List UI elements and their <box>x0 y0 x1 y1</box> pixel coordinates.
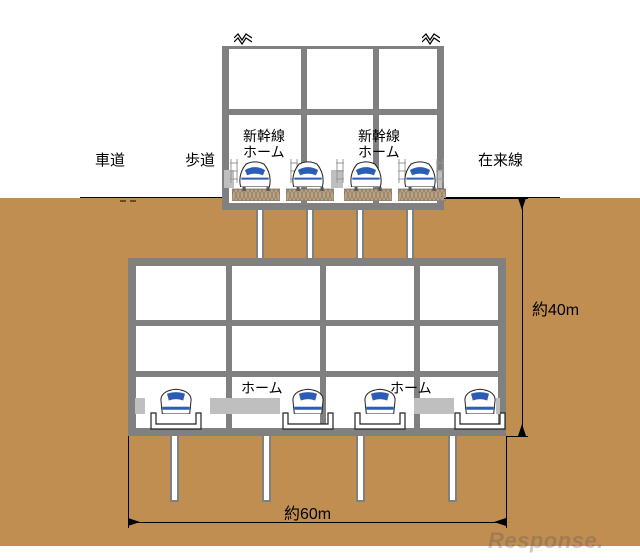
upper-pile-0 <box>256 210 264 260</box>
shinkansen-train-1 <box>290 161 326 187</box>
dim-width-ext-1 <box>506 436 507 522</box>
label-roadway: 車道 <box>95 149 125 170</box>
label-dim_w: 約60m <box>284 500 331 524</box>
maglev-train-0 <box>158 388 194 414</box>
shinkansen-train-2 <box>348 161 384 187</box>
lower-pile-1 <box>262 436 271 502</box>
lower-pile-2 <box>356 436 365 502</box>
lower-floor-1 <box>136 371 498 377</box>
maglev-platform-2 <box>414 398 454 414</box>
shinkansen-train-0 <box>237 161 273 187</box>
dim-height-line <box>522 198 523 436</box>
upper-pile-1 <box>306 210 314 260</box>
diagram-stage: 車道歩道新幹線ホーム新幹線ホーム在来線ホームホーム約60m約40mRespons… <box>0 0 640 560</box>
label-home_r: ホーム <box>390 378 432 398</box>
ground-surface-line-0 <box>80 197 222 198</box>
upper-pile-2 <box>356 210 364 260</box>
lower-floor-0 <box>136 320 498 326</box>
upper-pile-3 <box>406 210 414 260</box>
label-shin_l2: ホーム <box>243 142 285 162</box>
ground-mark-0 <box>120 200 126 202</box>
shinkansen-track-0 <box>232 187 280 201</box>
break-mark-1 <box>422 30 440 46</box>
label-shin_r2: ホーム <box>358 142 400 162</box>
break-mark-0 <box>234 30 252 46</box>
watermark: Response. <box>488 528 604 554</box>
label-sidewalk: 歩道 <box>185 149 215 170</box>
maglev-guideway-1 <box>282 412 334 430</box>
upper-floor <box>229 109 437 115</box>
dim-height-ext-bottom <box>506 436 522 437</box>
maglev-train-3 <box>462 388 498 414</box>
maglev-train-1 <box>290 388 326 414</box>
maglev-guideway-3 <box>454 412 506 430</box>
lower-pile-3 <box>448 436 457 502</box>
label-zairai: 在来線 <box>478 149 523 170</box>
shinkansen-track-1 <box>286 187 334 201</box>
lower-pile-0 <box>170 436 179 502</box>
maglev-guideway-2 <box>354 412 406 430</box>
shinkansen-track-2 <box>344 187 392 201</box>
shinkansen-train-3 <box>402 161 438 187</box>
ground-mark-1 <box>130 200 136 202</box>
dim-height-ext-top <box>444 198 522 199</box>
label-home_l: ホーム <box>241 378 283 398</box>
label-dim_h: 約40m <box>532 296 579 320</box>
shinkansen-fence-2 <box>336 159 344 183</box>
dim-width-ext-0 <box>128 436 129 522</box>
maglev-platform-0 <box>135 398 145 414</box>
maglev-guideway-0 <box>150 412 202 430</box>
maglev-platform-1 <box>210 398 280 414</box>
shinkansen-track-3 <box>398 187 446 201</box>
